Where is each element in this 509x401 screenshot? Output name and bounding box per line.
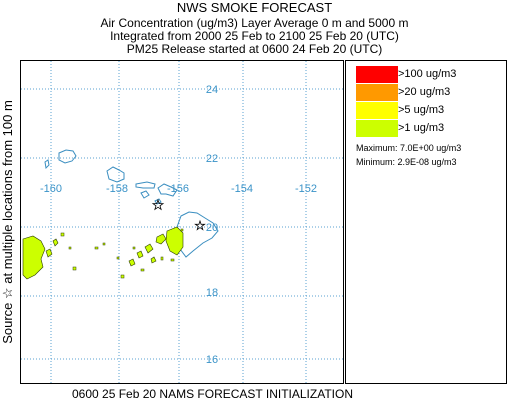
lon-label-152: -152 [295, 183, 317, 195]
source-star-icon [194, 219, 206, 231]
smoke-speck [94, 246, 99, 250]
island-kauai [58, 149, 77, 164]
min-concentration: Minimum: 2.9E-08 ug/m3 [356, 157, 457, 167]
smoke-speck [102, 242, 106, 246]
smoke-specks [60, 228, 184, 279]
lat-label-22: 22 [206, 153, 218, 165]
smoke-patch [52, 238, 59, 247]
legend-swatch-gt100 [356, 66, 398, 83]
legend-swatch-gt1 [356, 120, 398, 137]
smoke-speck [116, 256, 120, 260]
release-time: PM25 Release started at 0600 24 Feb 20 (… [126, 42, 383, 56]
island-molokai [135, 181, 156, 189]
lat-label-20: 20 [206, 222, 218, 234]
legend-swatch-gt5 [356, 102, 398, 119]
legend-label-gt100: >100 ug/m3 [398, 68, 457, 80]
smoke-patch [150, 256, 157, 264]
source-label: Source ☆ at multiple locations from 100 … [0, 100, 15, 344]
lon-labels: -160 -158 -156 -154 -152 [40, 183, 317, 195]
lat-label-16: 16 [206, 354, 218, 366]
smoke-speck [160, 256, 164, 261]
smoke-speck [140, 268, 145, 272]
smoke-patch [45, 248, 53, 258]
map-canvas: 24 22 20 18 16 -160 -158 -156 -154 -152 [21, 61, 343, 383]
initialization-footer: 0600 25 Feb 20 NAMS FORECAST INITIALIZAT… [72, 387, 353, 401]
smoke-speck [68, 246, 72, 250]
legend-label-gt1: >1 ug/m3 [398, 122, 445, 134]
smoke-patch [128, 258, 136, 267]
integration-period: Integrated from 2000 25 Feb to 2100 25 F… [110, 29, 399, 43]
lat-label-24: 24 [206, 84, 218, 96]
island-oahu [106, 166, 125, 183]
map-panel: 24 22 20 18 16 -160 -158 -156 -154 -152 [20, 60, 344, 384]
max-concentration: Maximum: 7.0E+00 ug/m3 [356, 143, 462, 153]
source-markers [151, 198, 206, 231]
legend-swatch-gt20 [356, 84, 398, 101]
legend-label-gt5: >5 ug/m3 [398, 104, 445, 116]
lat-labels: 24 22 20 18 16 [206, 84, 218, 366]
smoke-speck [120, 274, 125, 279]
graticule [21, 61, 343, 383]
lon-label-158: -158 [106, 183, 128, 195]
smoke-speck [60, 232, 65, 237]
smoke-patch [136, 250, 144, 259]
smoke-speck [170, 258, 175, 262]
island-maui [157, 183, 178, 197]
coastlines [44, 149, 219, 258]
island-lanai [140, 190, 150, 199]
lon-label-160: -160 [40, 183, 62, 195]
forecast-title: NWS SMOKE FORECAST [176, 0, 333, 15]
smoke-plumes [22, 226, 184, 280]
lat-label-18: 18 [206, 287, 218, 299]
smoke-patch [155, 233, 167, 245]
legend-label-gt20: >20 ug/m3 [398, 86, 451, 98]
source-star-icon [151, 198, 165, 211]
lon-label-154: -154 [231, 183, 253, 195]
smoke-patch [144, 243, 154, 254]
smoke-speck [180, 228, 184, 232]
smoke-speck [132, 246, 136, 250]
island-niihau [44, 159, 50, 170]
smoke-area-hawaii [165, 226, 184, 256]
concentration-subtitle: Air Concentration (ug/m3) Layer Average … [100, 16, 409, 30]
legend-panel: >100 ug/m3 >20 ug/m3 >5 ug/m3 >1 ug/m3 M… [345, 60, 507, 384]
lon-label-156: -156 [167, 183, 189, 195]
smoke-speck [72, 266, 77, 271]
smoke-area-west [22, 235, 46, 280]
island-kahoolawe [154, 198, 162, 205]
